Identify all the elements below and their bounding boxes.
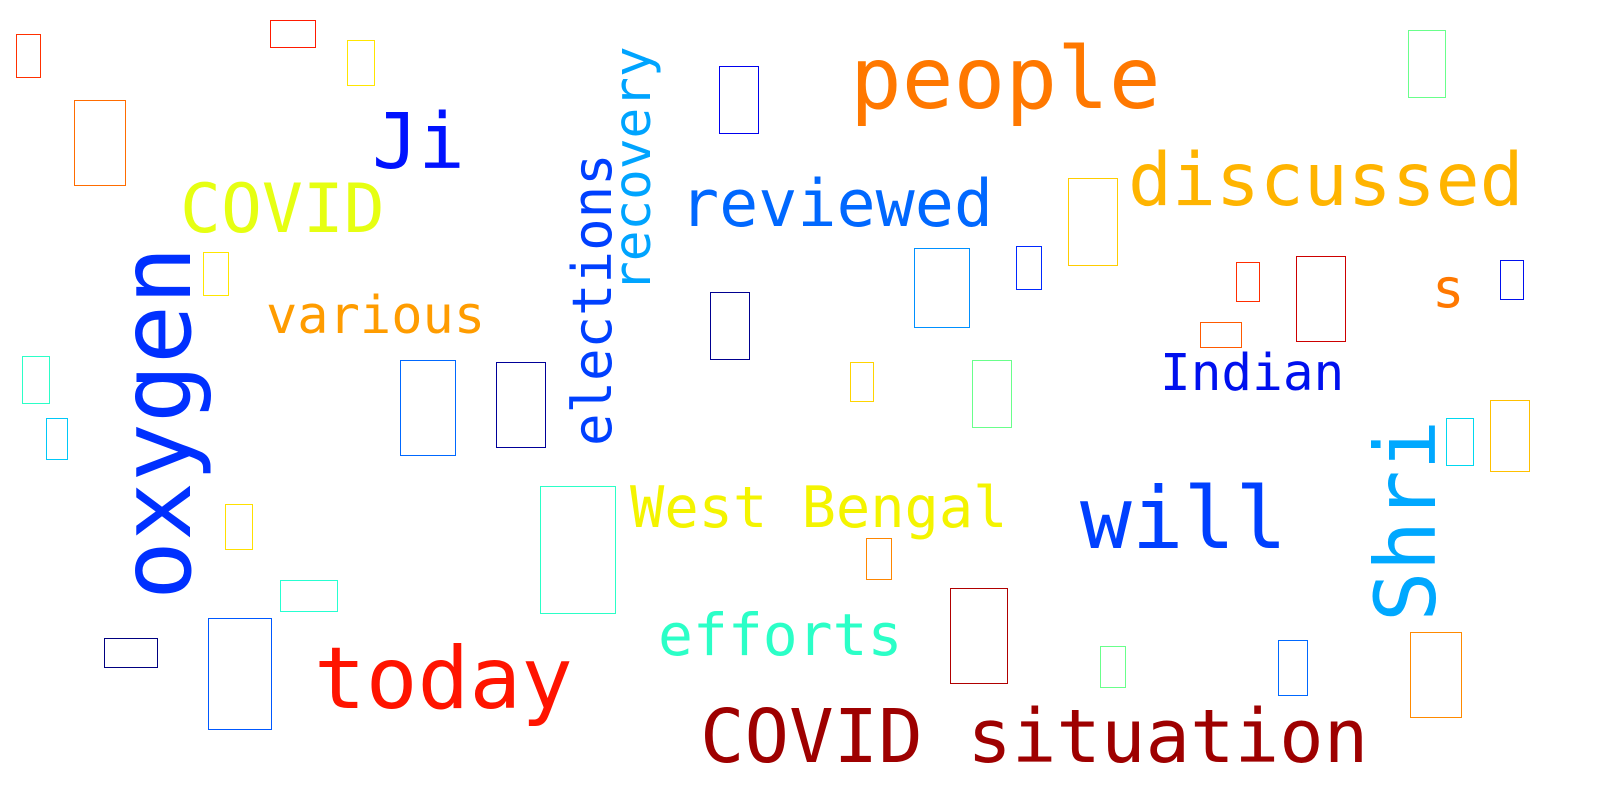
missing-glyph-box — [719, 66, 759, 134]
missing-glyph-box — [1490, 400, 1530, 472]
missing-glyph-box — [1068, 178, 1118, 266]
missing-glyph-box — [950, 588, 1008, 684]
missing-glyph-box — [22, 356, 50, 404]
missing-glyph-box — [1016, 246, 1042, 290]
missing-glyph-box — [1236, 262, 1260, 302]
missing-glyph-box — [203, 252, 229, 296]
missing-glyph-box — [347, 40, 375, 86]
missing-glyph-box — [914, 248, 970, 328]
missing-glyph-box — [866, 538, 892, 580]
missing-glyph-box — [1408, 30, 1446, 98]
missing-glyph-box — [400, 360, 456, 456]
missing-glyph-box — [1446, 418, 1474, 466]
missing-glyph-box — [850, 362, 874, 402]
word-people: people — [850, 29, 1161, 129]
missing-glyph-box — [1200, 322, 1242, 348]
missing-glyph-box — [1100, 646, 1126, 688]
word-shri: Shri — [1357, 419, 1455, 622]
word-indian: Indian — [1160, 344, 1345, 403]
missing-glyph-box — [225, 504, 253, 550]
missing-glyph-box — [1500, 260, 1524, 300]
missing-glyph-box — [540, 486, 616, 614]
missing-glyph-box — [1410, 632, 1462, 718]
word-s: s — [1432, 257, 1465, 320]
word-west-bengal: West Bengal — [630, 475, 1008, 541]
word-reviewed: reviewed — [680, 167, 994, 242]
missing-glyph-box — [74, 100, 126, 186]
missing-glyph-box — [280, 580, 338, 612]
word-covid: COVID — [180, 170, 385, 249]
word-discussed: discussed — [1128, 138, 1524, 223]
missing-glyph-box — [972, 360, 1012, 428]
missing-glyph-box — [270, 20, 316, 48]
word-today: today — [314, 629, 573, 729]
missing-glyph-box — [1296, 256, 1346, 342]
word-ji: Ji — [372, 98, 465, 187]
missing-glyph-box — [496, 362, 546, 448]
word-covid-situation: COVID situation — [700, 694, 1369, 780]
word-efforts: efforts — [658, 601, 903, 669]
word-various: various — [266, 286, 486, 346]
missing-glyph-box — [710, 292, 750, 360]
word-oxygen: oxygen — [100, 245, 214, 600]
missing-glyph-box — [1278, 640, 1308, 696]
missing-glyph-box — [46, 418, 68, 460]
word-will: will — [1080, 469, 1288, 569]
missing-glyph-box — [104, 638, 158, 668]
word-elections: elections — [561, 153, 624, 446]
missing-glyph-box — [208, 618, 272, 730]
missing-glyph-box — [16, 34, 41, 78]
